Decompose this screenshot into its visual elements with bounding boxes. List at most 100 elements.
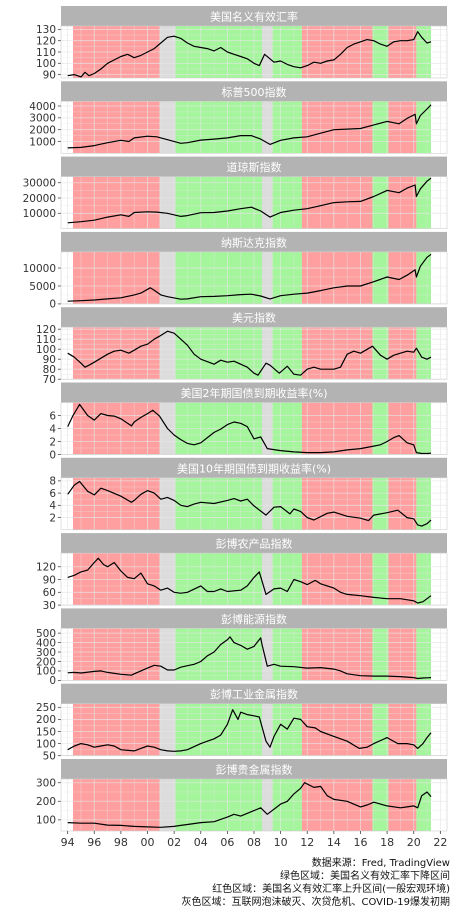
zone-red (388, 703, 417, 756)
zone-green (175, 628, 262, 681)
x-tick-label: 04 (194, 836, 208, 849)
panel-strip (61, 81, 447, 102)
y-tick-label: 2000 (29, 124, 56, 136)
zone-green (175, 779, 262, 831)
y-tick-label: 90 (43, 574, 56, 586)
zone-green (372, 251, 389, 304)
x-tick-label: 00 (141, 836, 155, 849)
panel-title: 道琼斯指数 (227, 160, 282, 174)
y-tick-label: 300 (36, 778, 56, 790)
zone-red (72, 703, 160, 756)
zone-green (272, 101, 302, 154)
y-tick-label: 200 (36, 796, 56, 808)
x-tick-label: 18 (380, 836, 394, 849)
zone-red (301, 101, 373, 154)
y-tick-label: 120 (36, 562, 56, 574)
zone-green (372, 101, 389, 154)
y-tick-label: 130 (36, 24, 56, 36)
red-zone-note: 红色区域：美国名义有效汇率上升区间(一般宏观环境) (212, 884, 450, 895)
y-tick-label: 4 (49, 500, 56, 512)
zone-red (301, 628, 373, 681)
zone-red (72, 779, 160, 831)
plot-frame (60, 628, 448, 681)
series-line (67, 330, 432, 376)
x-tick-label: 94 (61, 836, 75, 849)
y-tick-label: 150 (36, 726, 56, 738)
zone-red (72, 327, 160, 380)
series-line (67, 709, 432, 752)
zone-green (416, 327, 432, 380)
series-line (67, 782, 432, 828)
zone-gray (159, 628, 176, 681)
zone-red (388, 176, 417, 229)
y-tick-label: 50 (43, 751, 56, 763)
y-tick-label: 6 (49, 488, 56, 500)
green-zone-note: 绿色区域：美国名义有效汇率下降区间 (280, 871, 450, 882)
zone-green (175, 101, 262, 154)
zone-gray (159, 327, 176, 380)
zone-red (301, 553, 373, 606)
zone-red (388, 779, 417, 831)
panel-title: 彭博农产品指数 (216, 537, 293, 551)
zone-green (372, 703, 389, 756)
zone-green (416, 477, 432, 530)
panel-title: 标普500指数 (222, 85, 287, 99)
plot-frame (60, 25, 448, 79)
y-tick-label: 110 (36, 47, 56, 59)
plot-frame (60, 703, 448, 757)
panel-strip (61, 382, 447, 403)
y-tick-label: 250 (36, 702, 56, 714)
panel-strip (61, 156, 447, 177)
series-line (67, 104, 432, 149)
panel-title: 美国2年期国债到期收益率(%) (180, 386, 327, 400)
y-tick-label: 0 (49, 449, 56, 461)
y-tick-label: 1000 (29, 136, 56, 148)
panel-title: 纳斯达克指数 (221, 235, 287, 249)
x-tick-label: 96 (87, 836, 101, 849)
zone-red (388, 628, 417, 681)
series-line (67, 480, 432, 527)
y-tick-label: 30 (43, 600, 56, 612)
zone-green (272, 779, 302, 831)
y-tick-label: 300 (36, 647, 56, 659)
plot-frame (60, 326, 448, 380)
y-tick-label: 100 (36, 344, 56, 356)
panel-title: 彭博工业金属指数 (210, 687, 298, 701)
series-line (67, 557, 432, 604)
zone-green (416, 101, 432, 154)
plot-frame (60, 101, 448, 154)
y-tick-label: 70 (43, 374, 56, 386)
zone-green (272, 176, 302, 229)
panel-strip (61, 533, 447, 554)
plot-frame (60, 402, 448, 455)
y-tick-label: 100 (36, 58, 56, 70)
x-tick-label: 22 (433, 836, 447, 849)
panel-title: 美国10年期国债到期收益率(%) (177, 461, 331, 475)
zone-red (72, 176, 160, 229)
y-tick-label: 90 (43, 354, 56, 366)
y-tick-label: 200 (36, 656, 56, 668)
panel-title: 彭博贵金属指数 (216, 763, 293, 777)
y-tick-label: 5000 (29, 281, 56, 293)
zone-green (272, 251, 302, 304)
zone-green (272, 553, 302, 606)
zone-red (72, 251, 160, 304)
x-tick-label: 98 (114, 836, 128, 849)
zone-gray (159, 176, 176, 229)
zone-green (175, 251, 262, 304)
y-tick-label: 10000 (23, 208, 56, 220)
panel-title: 美国名义有效汇率 (210, 10, 298, 24)
y-tick-label: 30000 (23, 178, 56, 190)
panel-strip (61, 231, 447, 252)
panel-strip (61, 683, 447, 704)
series-line (67, 31, 432, 78)
series-line (67, 177, 432, 224)
y-tick-label: 4000 (29, 101, 56, 113)
x-tick-label: 02 (167, 836, 181, 849)
y-tick-label: 20000 (23, 193, 56, 205)
y-tick-label: 8 (49, 476, 56, 488)
zone-green (372, 327, 389, 380)
zone-gray (159, 477, 176, 530)
panel-strip (61, 608, 447, 629)
